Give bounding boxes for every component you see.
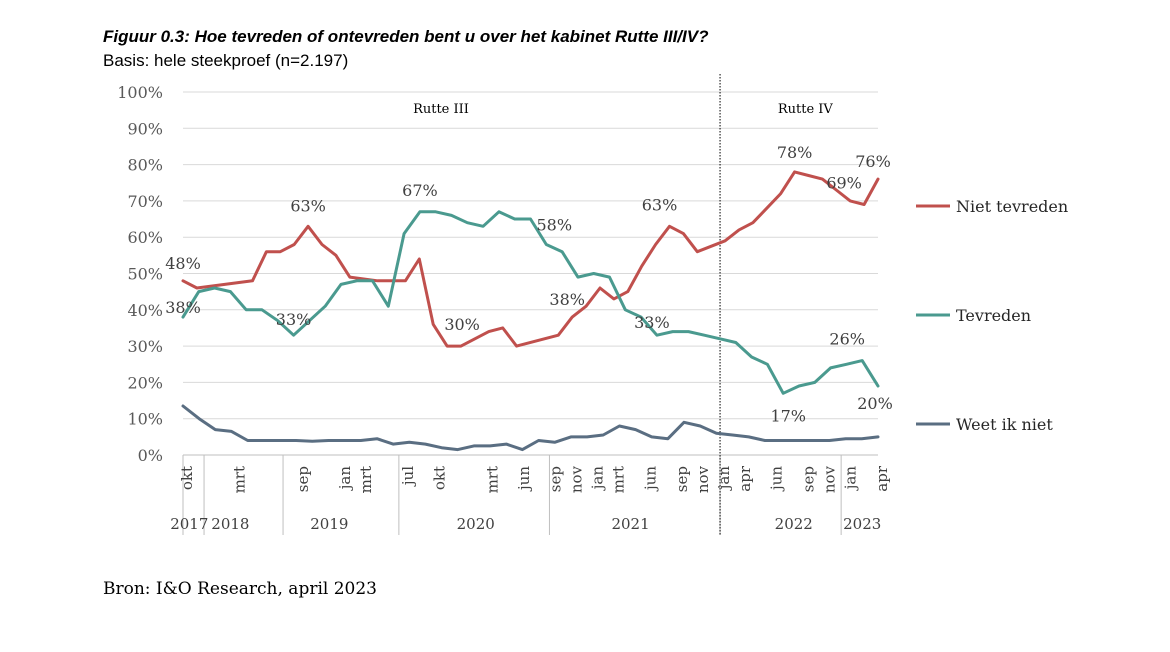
y-tick-label: 30% bbox=[127, 337, 163, 356]
data-label: 67% bbox=[402, 181, 438, 200]
x-axis: okt mrt sep jan mrt jul okt mrt jun sep nov jan mrt j… bbox=[170, 455, 891, 535]
y-tick-label: 40% bbox=[127, 301, 163, 320]
y-tick-label: 90% bbox=[127, 119, 163, 138]
data-labels: 48% 63% 30% 38% 63% 78% 69% 76% 38% 33% 67% 58% 33% 1… bbox=[165, 143, 893, 425]
x-tick-label: mrt bbox=[610, 466, 628, 493]
source-note: Bron: I&O Research, april 2023 bbox=[103, 579, 377, 599]
data-label: 33% bbox=[276, 310, 312, 329]
year-label: 2021 bbox=[611, 515, 649, 533]
y-tick-label: 70% bbox=[127, 192, 163, 211]
year-label: 2023 bbox=[843, 515, 881, 533]
data-label: 20% bbox=[857, 394, 893, 413]
data-label: 17% bbox=[770, 406, 806, 425]
x-tick-label: apr bbox=[873, 465, 891, 492]
y-tick-label: 100% bbox=[117, 83, 163, 102]
data-label: 26% bbox=[829, 330, 865, 349]
data-label: 38% bbox=[165, 298, 201, 317]
period-label: Rutte III bbox=[413, 102, 469, 117]
x-tick-label: jun bbox=[515, 466, 533, 492]
series-line-tevreden bbox=[181, 210, 880, 395]
year-label: 2022 bbox=[775, 515, 813, 533]
data-label: 58% bbox=[537, 215, 573, 234]
data-label: 38% bbox=[549, 290, 585, 309]
y-axis: 0% 10% 20% 30% 40% 50% 60% 70% 80% 90% 100% bbox=[117, 83, 163, 465]
x-tick-label: mrt bbox=[357, 466, 375, 493]
series-lines bbox=[181, 170, 880, 452]
x-tick-label: okt bbox=[431, 466, 449, 490]
x-tick-label: mrt bbox=[231, 466, 249, 493]
y-tick-label: 50% bbox=[127, 265, 163, 284]
year-label: 2020 bbox=[457, 515, 495, 533]
x-tick-label: jan bbox=[715, 466, 733, 492]
data-label: 78% bbox=[777, 143, 813, 162]
period-markers: Rutte III Rutte IV bbox=[413, 74, 833, 535]
x-tick-label: sep bbox=[547, 466, 565, 492]
series-line-niet-tevreden bbox=[181, 170, 880, 348]
x-tick-label: sep bbox=[673, 466, 691, 492]
y-tick-label: 80% bbox=[127, 156, 163, 175]
data-label: 33% bbox=[634, 313, 670, 332]
data-label: 63% bbox=[290, 196, 326, 215]
x-tick-label: jan bbox=[336, 466, 354, 492]
x-tick-label: sep bbox=[294, 466, 312, 492]
data-label: 63% bbox=[642, 195, 678, 214]
x-tick-label: okt bbox=[178, 466, 196, 490]
y-tick-label: 0% bbox=[138, 446, 163, 465]
x-tick-label: apr bbox=[736, 465, 754, 492]
year-label: 2018 bbox=[211, 515, 249, 533]
x-tick-label: nov bbox=[820, 465, 838, 493]
y-tick-label: 10% bbox=[127, 410, 163, 429]
chart-title: Figuur 0.3: Hoe tevreden of ontevreden b… bbox=[103, 27, 709, 46]
x-tick-label: jan bbox=[589, 466, 607, 492]
x-tick-label: sep bbox=[799, 466, 817, 492]
legend-label: Weet ik niet bbox=[956, 415, 1053, 434]
y-tick-label: 60% bbox=[127, 228, 163, 247]
y-tick-label: 20% bbox=[127, 373, 163, 392]
series-line-weet-ik-niet bbox=[181, 404, 880, 452]
x-tick-label: jan bbox=[841, 466, 859, 492]
x-tick-label: jun bbox=[768, 466, 786, 492]
legend: Niet tevreden Tevreden Weet ik niet bbox=[916, 197, 1068, 434]
data-label: 76% bbox=[855, 152, 891, 171]
chart-subtitle: Basis: hele steekproef (n=2.197) bbox=[103, 51, 349, 70]
data-label: 48% bbox=[165, 254, 201, 273]
x-tick-label: nov bbox=[694, 465, 712, 493]
gridlines bbox=[183, 91, 878, 456]
legend-label: Tevreden bbox=[956, 306, 1031, 325]
x-tick-label: nov bbox=[568, 465, 586, 493]
period-label: Rutte IV bbox=[778, 102, 834, 117]
x-tick-label: jun bbox=[641, 466, 659, 492]
x-tick-label: jul bbox=[399, 466, 417, 487]
x-tick-label: mrt bbox=[483, 466, 501, 493]
legend-label: Niet tevreden bbox=[956, 197, 1068, 216]
data-label: 30% bbox=[444, 315, 480, 334]
year-label: 2019 bbox=[310, 515, 348, 533]
year-label: 2017 bbox=[170, 515, 208, 533]
data-label: 69% bbox=[826, 174, 862, 193]
